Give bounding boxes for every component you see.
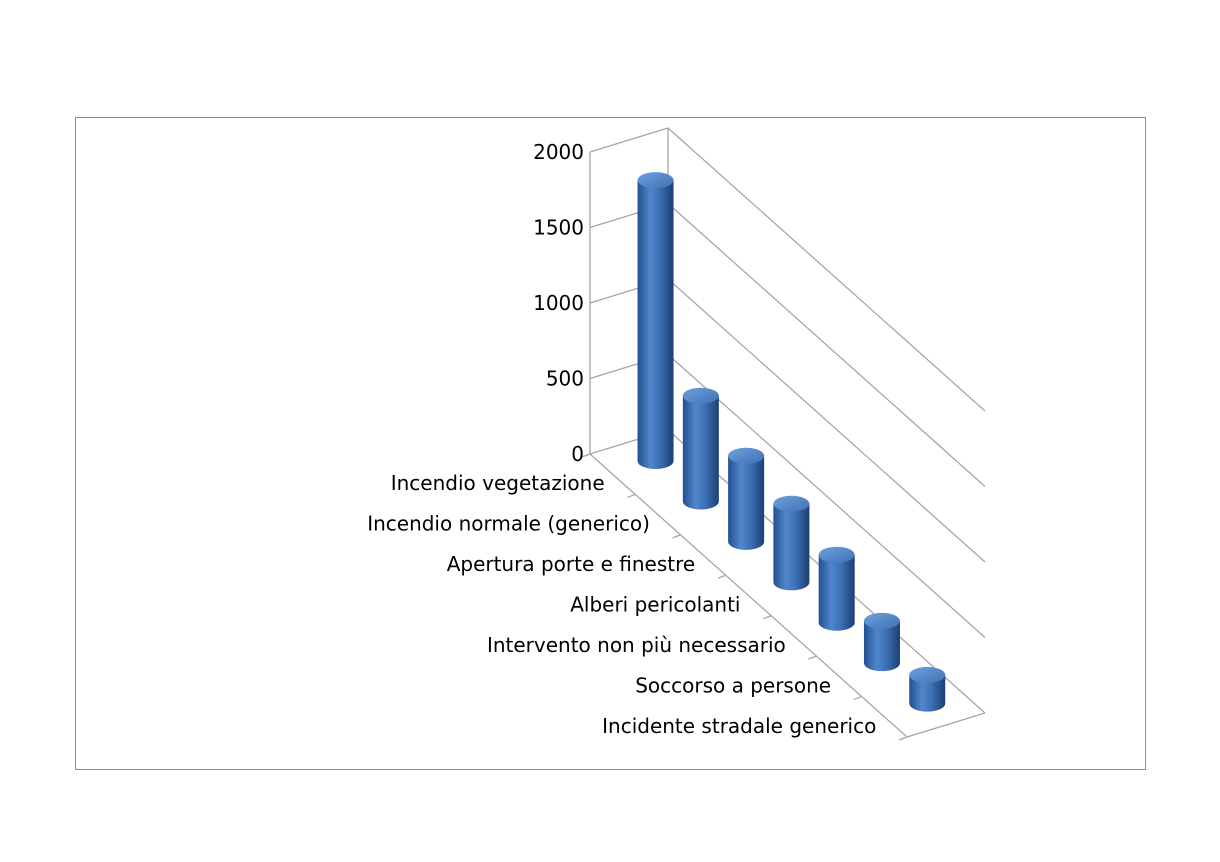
bar-top [818, 546, 855, 563]
bar-top [863, 612, 900, 629]
x-tick-mark [898, 736, 908, 741]
bar-body [637, 180, 674, 470]
floor-edge-line [906, 712, 986, 738]
bar-top [773, 495, 810, 512]
x-tick-mark [762, 615, 772, 620]
x-category-label: Soccorso a persone [635, 673, 831, 697]
bar-body [728, 455, 765, 550]
x-tick-mark [672, 534, 681, 539]
bar-top [728, 447, 765, 464]
bar-top [637, 172, 674, 189]
y-tick-label: 0 [571, 442, 584, 466]
bar [682, 387, 719, 510]
y-tick-label: 2000 [533, 140, 584, 164]
x-axis-line [589, 453, 908, 738]
bar-body [682, 395, 719, 510]
y-tick-label: 1000 [533, 291, 584, 315]
labels: 0 500 1000 1500 2000 Incendio vegetazione Ince… [367, 140, 876, 738]
bar [863, 612, 900, 672]
bar-body [773, 503, 810, 591]
bar [818, 546, 855, 631]
bar-body [818, 554, 855, 631]
bar-body [909, 674, 946, 712]
x-tick-mark [853, 695, 862, 701]
x-tick-mark [808, 655, 817, 660]
bar-top [682, 387, 719, 404]
bar [728, 447, 765, 550]
y-tick-label: 1500 [533, 216, 584, 240]
bar [773, 495, 810, 591]
bar-body [863, 620, 900, 672]
x-tick-mark [717, 574, 727, 579]
x-category-label: Apertura porte e finestre [447, 552, 696, 576]
bar [637, 172, 674, 470]
y-tick-label: 500 [546, 367, 584, 391]
x-tick-mark [581, 453, 591, 458]
x-category-label: Intervento non più necessario [487, 633, 786, 657]
x-category-label: Incendio vegetazione [391, 471, 605, 495]
x-category-label: Incidente stradale generico [602, 714, 876, 738]
bar-top [909, 666, 946, 683]
x-tick-mark [627, 493, 636, 499]
bars [637, 172, 946, 712]
chart-frame [75, 117, 1146, 770]
x-category-label: Alberi pericolanti [570, 593, 740, 617]
x-category-label: Incendio normale (generico) [367, 512, 650, 536]
bar [909, 666, 946, 712]
